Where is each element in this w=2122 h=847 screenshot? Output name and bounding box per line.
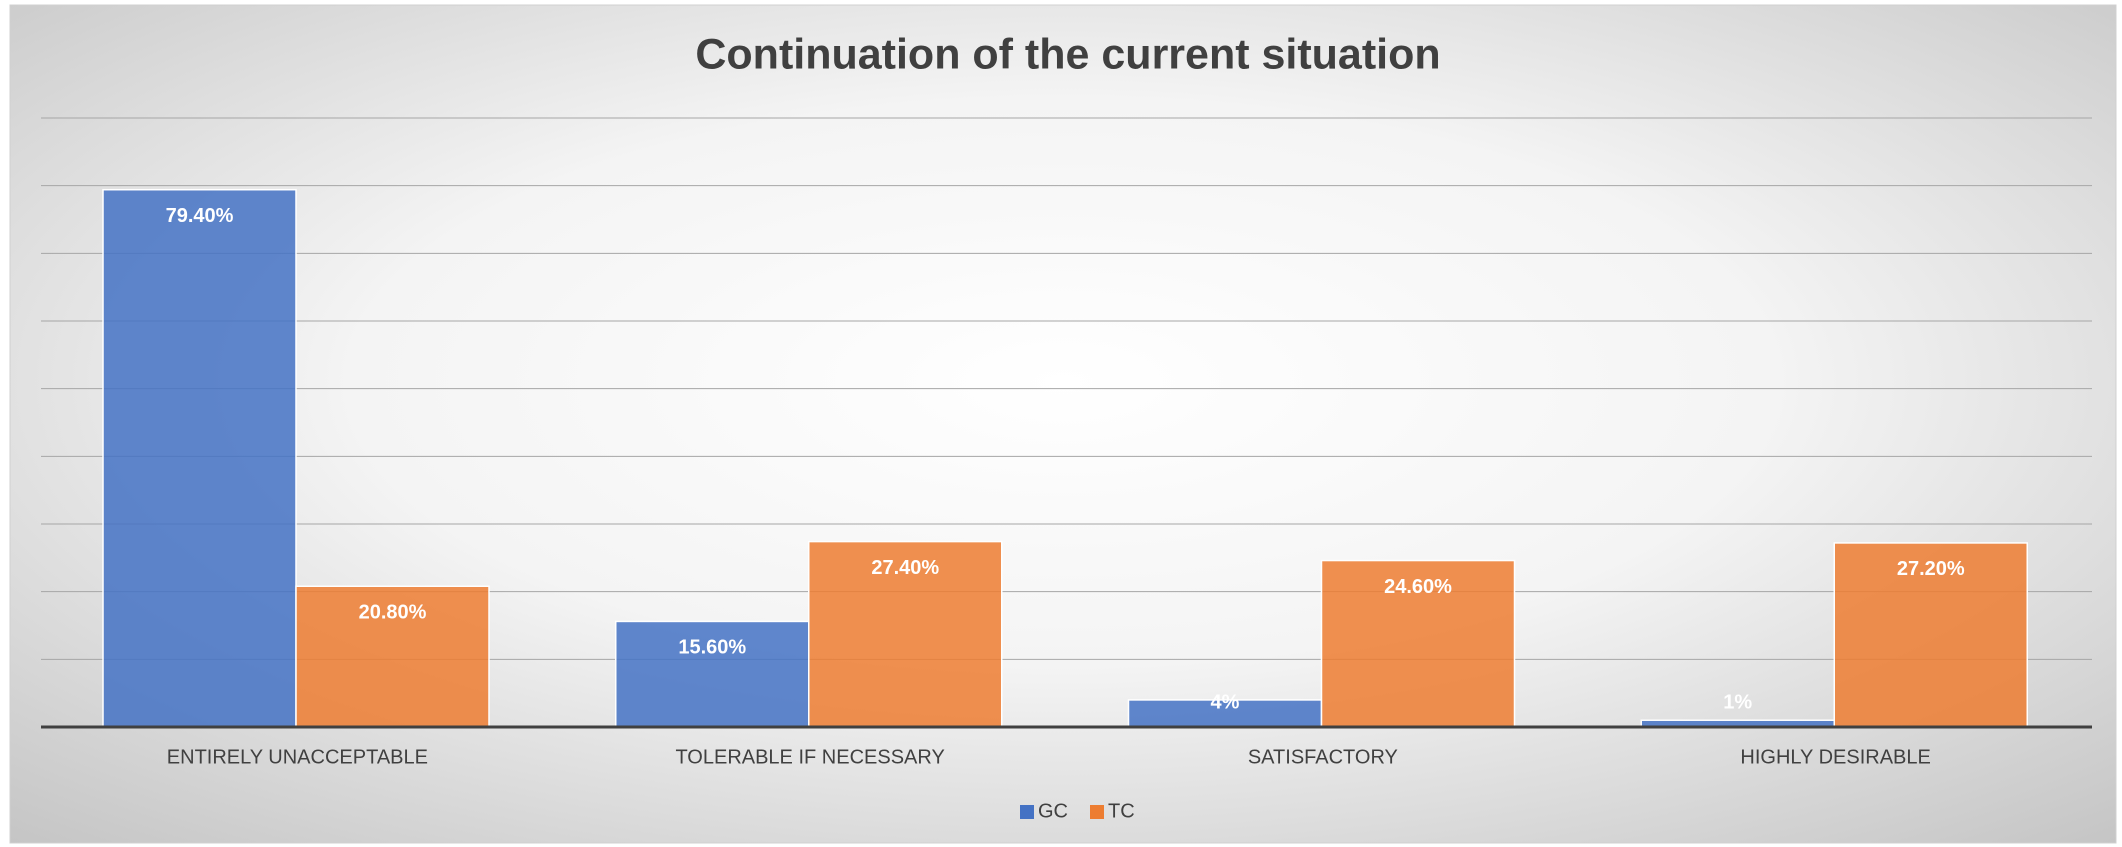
x-tick-label: TOLERABLE IF NECESSARY (675, 746, 944, 768)
bar (1127, 699, 1323, 728)
bar (102, 188, 297, 728)
value-label: 79.40% (166, 205, 234, 227)
value-label: 27.40% (871, 557, 939, 579)
legend-swatch (1020, 805, 1034, 819)
value-label: 27.20% (1897, 558, 1965, 580)
x-tick-label: SATISFACTORY (1248, 746, 1398, 768)
bar (295, 585, 490, 728)
bar (615, 620, 810, 728)
legend-label: GC (1038, 800, 1068, 822)
value-label: 4% (1211, 691, 1240, 713)
value-label: 1% (1723, 691, 1752, 713)
value-label: 20.80% (359, 602, 427, 624)
bar (1320, 559, 1516, 728)
legend-swatch (1090, 805, 1104, 819)
value-label: 15.60% (678, 637, 746, 659)
x-tick-label: ENTIRELY UNACCEPTABLE (167, 746, 428, 768)
legend-label: TC (1108, 800, 1135, 822)
bar (808, 540, 1003, 728)
value-label: 24.60% (1384, 576, 1452, 598)
chart-title: Continuation of the current situation (695, 30, 1440, 78)
x-tick-label: HIGHLY DESIRABLE (1740, 746, 1930, 768)
